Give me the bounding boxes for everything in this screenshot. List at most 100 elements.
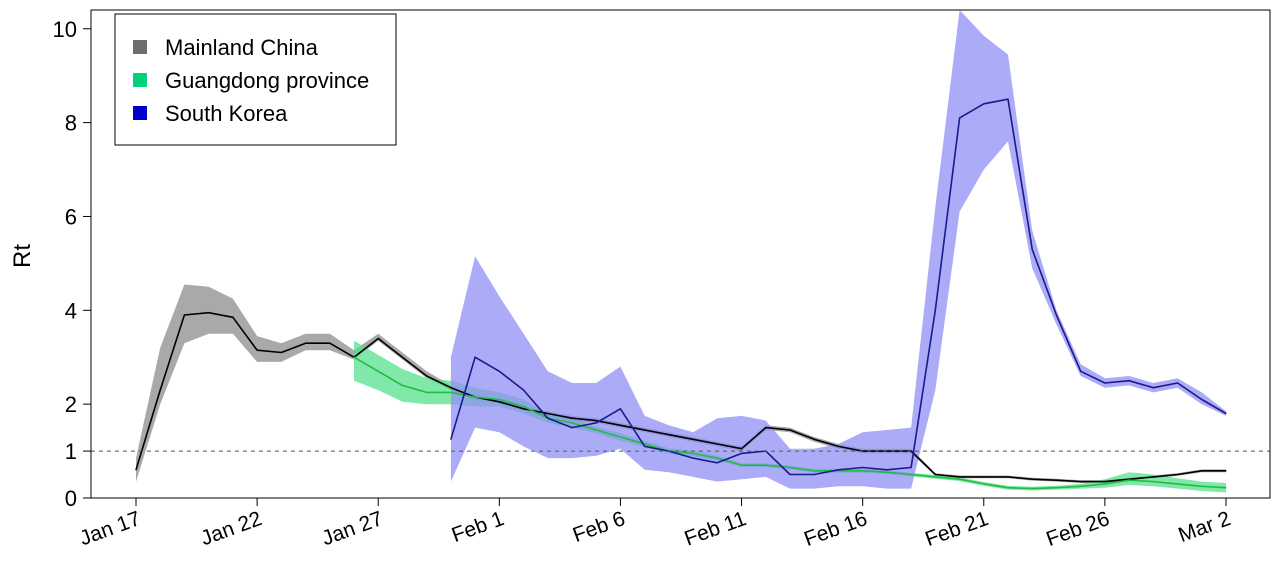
point-guangdong-province [1128,479,1130,481]
x-tick-label: Feb 1 [449,507,507,547]
series-lines [135,98,1227,490]
point-south-korea [741,452,743,454]
point-south-korea [498,370,500,372]
point-south-korea [959,117,961,119]
point-mainland-china [571,417,573,419]
band-guangdong-province [354,340,1226,493]
point-mainland-china [183,314,185,316]
point-guangdong-province [450,391,452,393]
point-mainland-china [401,356,403,358]
point-guangdong-province [862,470,864,472]
point-mainland-china [595,420,597,422]
point-south-korea [983,103,985,105]
point-mainland-china [377,337,379,340]
point-guangdong-province [692,452,694,454]
point-guangdong-province [1080,485,1082,487]
point-mainland-china [498,401,500,403]
legend-swatch [133,73,147,87]
point-mainland-china [1225,470,1227,472]
y-tick-label: 10 [53,17,77,42]
point-mainland-china [619,424,622,426]
legend-swatch [133,40,147,54]
point-south-korea [595,422,597,424]
point-guangdong-province [353,356,355,358]
point-south-korea [619,408,622,410]
x-tick-label: Feb 16 [801,507,870,551]
y-tick-label: 0 [65,486,77,511]
point-guangdong-province [426,391,428,393]
point-mainland-china [426,375,428,377]
point-mainland-china [765,427,767,429]
point-guangdong-province [934,476,936,478]
point-guangdong-province [813,470,815,472]
point-mainland-china [837,445,840,447]
point-guangdong-province [765,464,767,466]
point-guangdong-province [983,483,985,485]
legend-label: Guangdong province [165,68,369,93]
point-guangdong-province [1031,488,1033,490]
y-axis: 0 1 2 4 6 8 10 [53,17,91,511]
x-tick-label: Mar 2 [1175,507,1233,547]
point-guangdong-province [595,429,597,431]
confidence-bands [136,10,1226,493]
point-mainland-china [547,412,549,415]
point-south-korea [813,473,815,476]
point-guangdong-province [1177,483,1179,485]
y-axis-label: Rt [9,244,36,268]
point-guangdong-province [1007,487,1009,489]
point-south-korea [1177,382,1179,384]
point-south-korea [692,457,694,459]
point-mainland-china [208,312,210,314]
x-tick-label: Jan 17 [77,507,144,550]
legend-swatch [133,106,147,120]
point-mainland-china [329,342,331,344]
point-mainland-china [959,476,961,478]
point-mainland-china [934,473,936,476]
point-guangdong-province [377,370,379,372]
y-tick-label: 8 [65,111,77,136]
x-tick-label: Feb 11 [681,507,749,550]
legend: Mainland China Guangdong province South Ko… [114,13,397,146]
point-mainland-china [716,443,718,445]
point-guangdong-province [1055,487,1057,489]
point-mainland-china [305,342,307,344]
band-south-korea [450,10,1226,489]
point-guangdong-province [886,471,888,473]
point-guangdong-province [1152,481,1154,483]
x-tick-label: Jan 27 [319,507,386,550]
point-mainland-china [450,387,452,389]
point-south-korea [910,466,912,469]
point-south-korea [1104,382,1106,384]
point-mainland-china [135,469,137,471]
point-mainland-china [813,438,815,440]
point-guangdong-province [716,457,718,459]
point-guangdong-province [619,436,622,438]
point-mainland-china [1152,476,1154,478]
point-mainland-china [256,349,258,351]
plot-frame [90,9,1271,499]
point-south-korea [837,469,840,471]
point-south-korea [1055,314,1057,316]
y-tick-label: 4 [65,298,77,323]
point-guangdong-province [523,405,525,408]
point-south-korea [1225,412,1227,415]
point-guangdong-province [741,464,743,466]
point-mainland-china [1104,481,1106,483]
point-south-korea [547,417,549,419]
point-south-korea [862,466,864,469]
point-mainland-china [692,438,694,440]
point-south-korea [934,309,936,311]
point-south-korea [1128,380,1130,382]
x-axis: Jan 17 Jan 22 Jan 27 Feb 1 Feb 6 Feb 11 Feb 16… [77,498,1234,551]
point-south-korea [1080,370,1082,372]
point-south-korea [644,445,646,447]
point-south-korea [1201,398,1203,401]
point-south-korea [1031,248,1033,250]
point-guangdong-province [474,396,476,398]
point-guangdong-province [401,384,403,386]
point-south-korea [886,469,888,471]
x-tick-label: Feb 26 [1043,507,1112,551]
x-tick-label: Feb 6 [570,507,628,547]
point-mainland-china [232,316,234,318]
point-mainland-china [159,389,161,391]
